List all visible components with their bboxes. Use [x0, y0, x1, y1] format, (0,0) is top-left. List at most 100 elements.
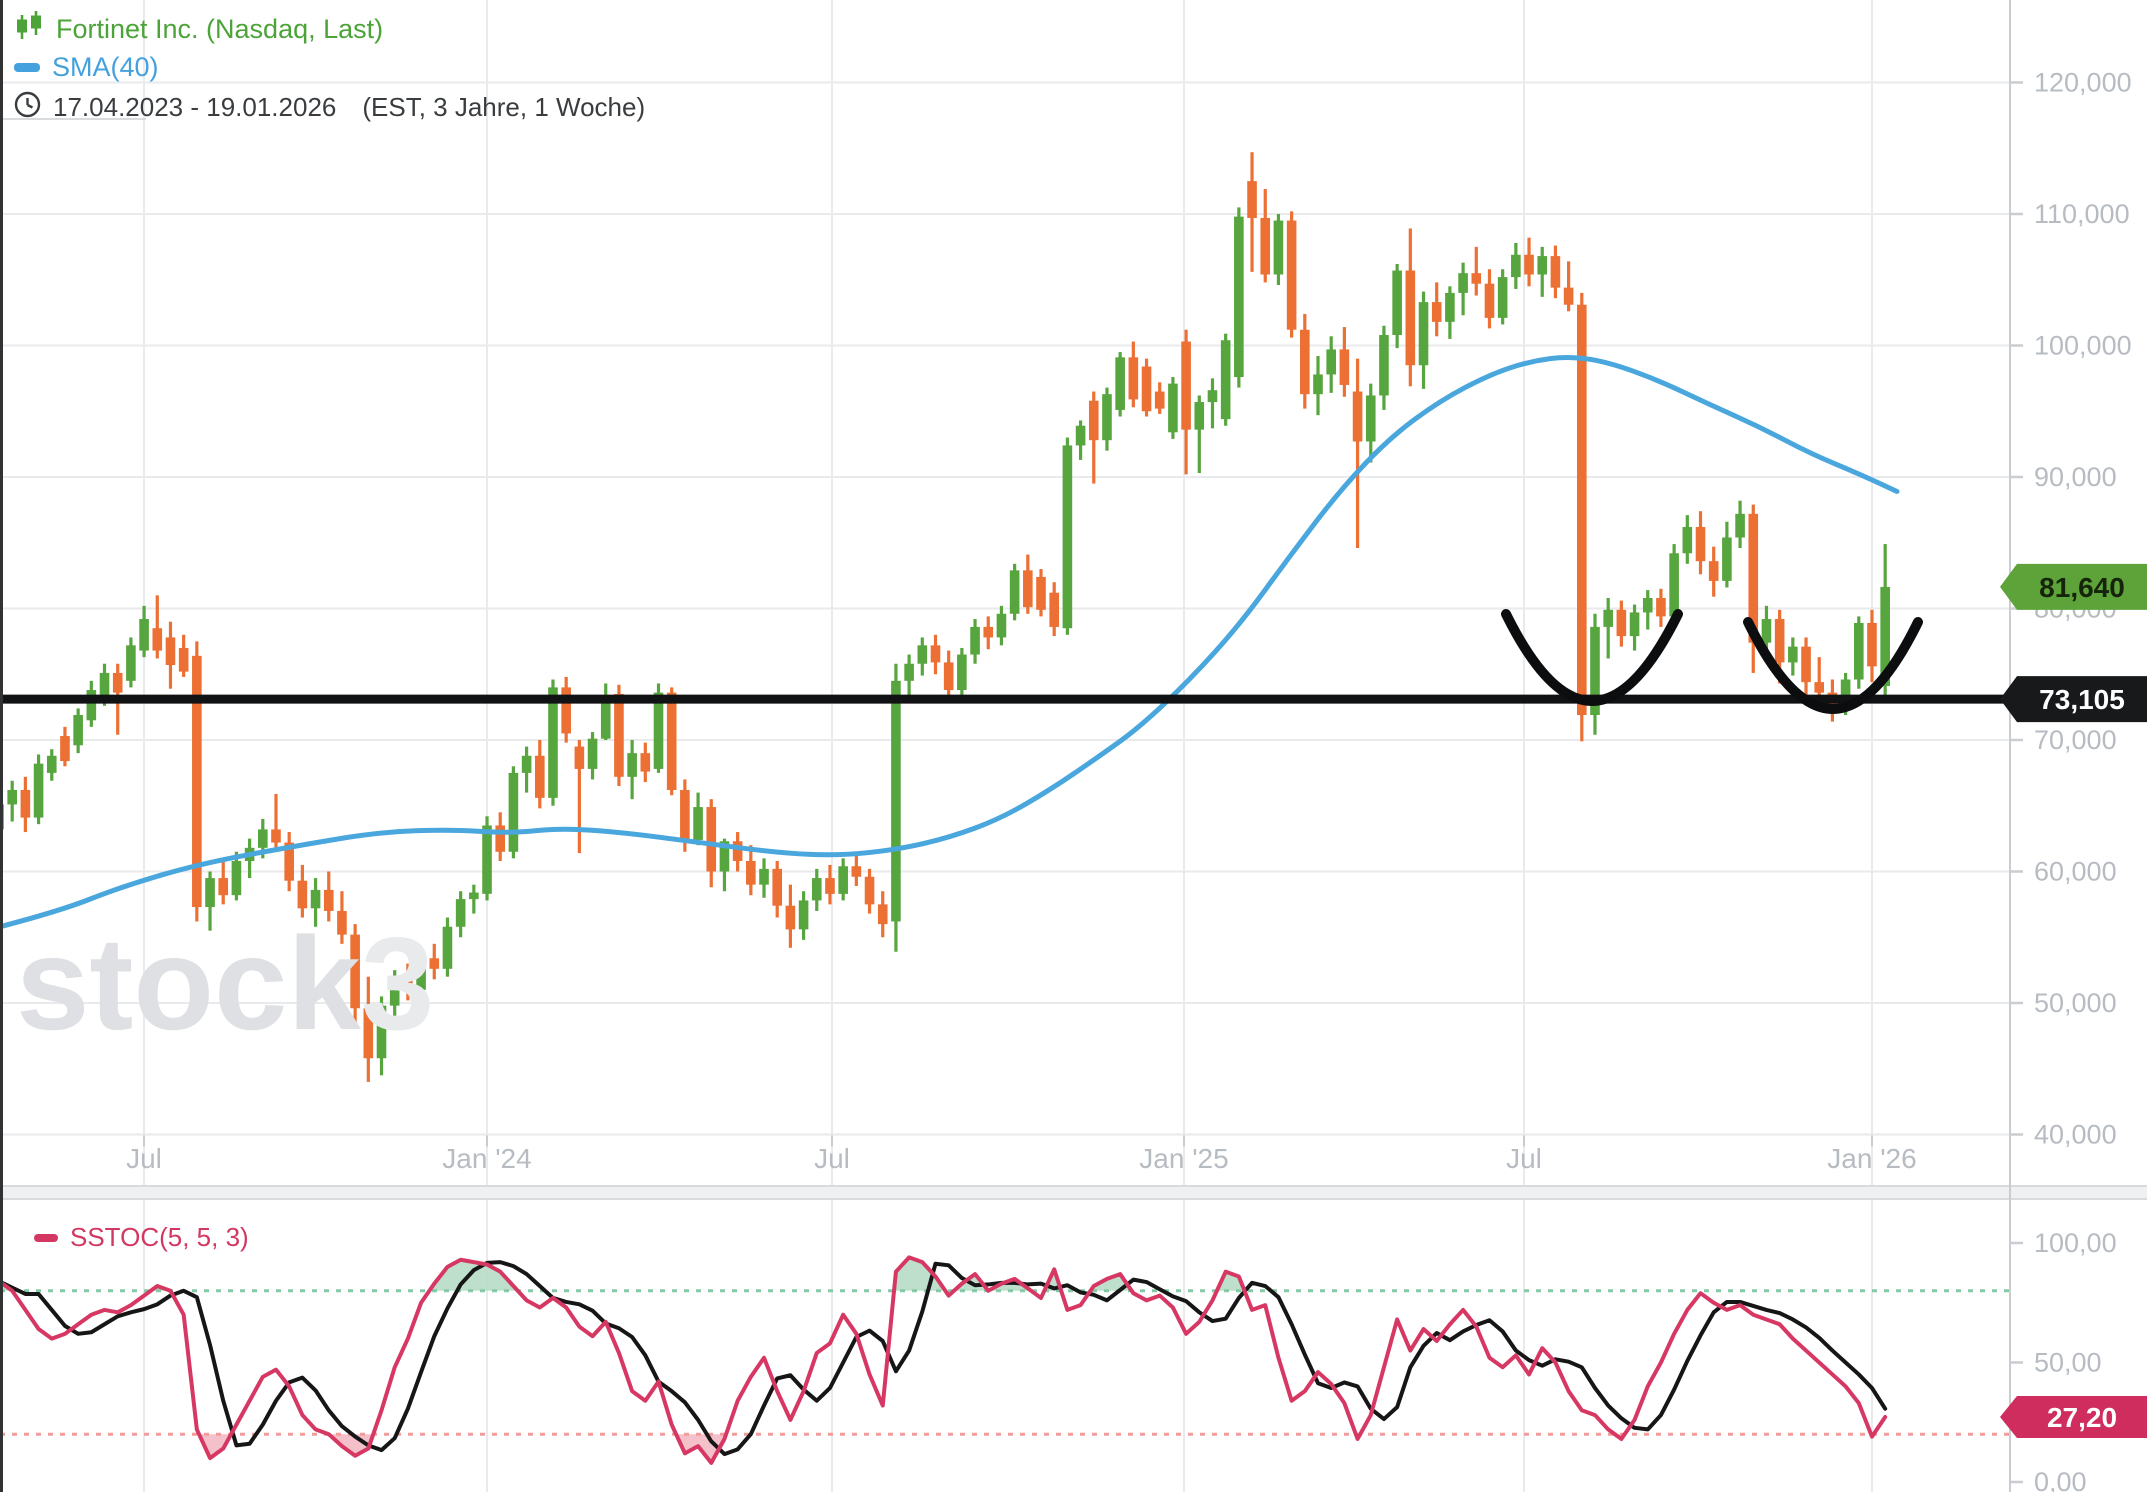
sstoc-panel: [0, 1255, 2010, 1465]
legend-sma-label[interactable]: SMA(40): [52, 51, 159, 82]
candle-up: [1458, 273, 1468, 293]
candle-up: [7, 789, 17, 805]
candle-down: [614, 693, 624, 777]
legend-symbol-row[interactable]: Fortinet Inc. (Nasdaq, Last): [14, 10, 645, 48]
candle-down: [1550, 256, 1561, 288]
chart-legend: Fortinet Inc. (Nasdaq, Last) SMA(40) 17.…: [0, 10, 645, 126]
legend-range-info: (EST, 3 Jahre, 1 Woche): [362, 91, 646, 122]
candle-down: [1036, 576, 1046, 610]
overbought-fill: [953, 1274, 1032, 1291]
candle-down: [1484, 283, 1495, 318]
stoch-tick-label: 100,00: [2034, 1228, 2117, 1258]
candle-up: [482, 825, 492, 894]
candle-down: [825, 878, 835, 894]
sma-dash-icon: [14, 62, 40, 72]
candle-up: [1115, 357, 1125, 410]
candle-down: [943, 662, 954, 691]
sstoc-legend-label[interactable]: SSTOC(5, 5, 3): [70, 1222, 249, 1252]
candle-wick: [577, 740, 581, 854]
candle-up: [1075, 425, 1086, 446]
candle-down: [363, 1008, 374, 1059]
price-tick-label: 40,000: [2034, 1120, 2117, 1150]
candle-down: [1708, 561, 1719, 581]
legend-sma-row[interactable]: SMA(40): [14, 48, 645, 86]
price-tick-label: 120,000: [2034, 68, 2132, 98]
legend-symbol-label[interactable]: Fortinet Inc. (Nasdaq, Last): [56, 13, 384, 44]
candle-up: [1880, 586, 1890, 687]
candle-down: [1774, 619, 1785, 663]
candle-up: [719, 841, 730, 872]
candle-down: [561, 687, 571, 734]
sstoc-signal-line: [0, 1260, 1888, 1457]
candle-up: [1062, 445, 1073, 629]
candle-down: [1471, 273, 1482, 284]
candle-down: [1405, 270, 1416, 366]
window-left-border: [0, 0, 3, 1492]
svg-text:27,20: 27,20: [2047, 1402, 2117, 1433]
candle-down: [1286, 220, 1297, 330]
cup-arc-annotation[interactable]: [1501, 609, 1683, 706]
candle-down: [284, 842, 294, 881]
candle-down: [1656, 597, 1666, 617]
candle-down: [20, 789, 31, 818]
candle-down: [429, 958, 440, 969]
legend-range-row: 17.04.2023 - 19.01.2026 (EST, 3 Jahre, 1…: [14, 88, 645, 126]
candle-up: [126, 645, 136, 681]
cup-arc-annotation[interactable]: [1743, 617, 1923, 714]
candle-up: [1207, 390, 1218, 403]
candle-down: [1695, 526, 1706, 562]
candle-up: [1009, 570, 1020, 614]
candle-up: [1194, 402, 1205, 430]
candle-down: [1181, 341, 1191, 430]
candle-down: [271, 829, 281, 843]
candle-down: [534, 755, 545, 798]
candle-down: [1339, 349, 1350, 385]
candle-up: [416, 958, 426, 990]
candle-down: [495, 825, 506, 852]
last-price-badge: 81,640: [2000, 563, 2147, 610]
candle-up: [86, 690, 97, 721]
candle-up: [653, 692, 664, 769]
axis-layer: 40,00050,00060,00070,00080,00090,000100,…: [126, 0, 2132, 1492]
candle-up: [1537, 256, 1548, 275]
candle-up: [1168, 383, 1178, 433]
candle-up: [1603, 609, 1613, 627]
candle-down: [680, 789, 690, 840]
sstoc-dash-icon: [34, 1233, 58, 1242]
candle-up: [33, 763, 44, 818]
candle-down: [1867, 622, 1877, 667]
candle-up: [970, 626, 980, 655]
candle-up: [917, 645, 928, 664]
candle-wick: [1210, 378, 1215, 429]
candle-up: [1379, 334, 1389, 396]
candle-down: [772, 868, 783, 906]
candle-up: [1313, 374, 1323, 395]
sma-line: [0, 354, 1900, 930]
legend-underline: [0, 118, 146, 120]
candle-down: [877, 904, 888, 925]
sstoc-legend[interactable]: SSTOC(5, 5, 3): [34, 1222, 249, 1253]
candle-up: [376, 1005, 387, 1059]
candle-down: [152, 628, 163, 651]
candle-up: [73, 715, 83, 746]
candle-up: [1418, 302, 1429, 366]
candle-up: [904, 663, 914, 681]
candle-down: [1814, 682, 1825, 693]
candle-down: [112, 672, 123, 693]
candle-down: [1352, 391, 1363, 442]
candle-up: [1326, 349, 1336, 375]
candle-down: [1049, 592, 1059, 627]
candle-wick: [155, 595, 159, 659]
candle-up: [798, 900, 809, 930]
oversold-fill: [199, 1434, 232, 1459]
price-tick-label: 50,000: [2034, 988, 2117, 1018]
candle-down: [1154, 391, 1165, 409]
candle-down: [165, 637, 176, 666]
candle-up: [1511, 254, 1521, 278]
candle-up: [587, 738, 598, 769]
candle-down: [1141, 366, 1152, 412]
sstoc-line: [0, 1255, 1888, 1465]
candle-up: [1722, 537, 1732, 581]
